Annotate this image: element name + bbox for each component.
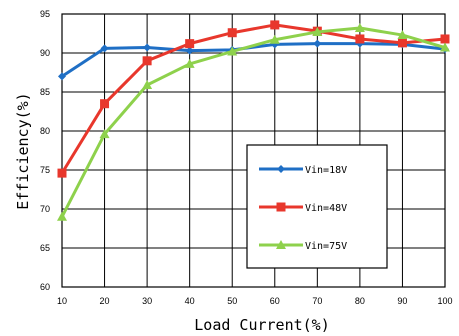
data-point [227,28,237,38]
data-point [313,39,322,48]
x-tick-label: 100 [437,296,452,306]
plot-border [61,13,446,288]
y-tick-label: 75 [40,165,50,175]
x-tick-label: 40 [185,296,195,306]
data-point [143,43,152,52]
data-point [142,56,152,66]
y-tick-label: 65 [40,243,50,253]
x-tick-label: 70 [312,296,322,306]
x-tick-label: 60 [270,296,280,306]
series-line [61,42,446,78]
legend-marker [276,240,286,249]
x-axis-label: Load Current(%) [194,316,329,334]
series-line [60,26,446,218]
data-point [100,99,110,109]
data-point [269,34,280,44]
data-point [58,72,66,81]
legend-entry: Vin=75V [259,240,347,252]
data-point [355,34,365,44]
legend-marker [276,202,286,212]
data-point [100,44,109,53]
legend-marker [277,165,285,173]
y-tick-label: 80 [40,126,50,136]
y-tick-label: 90 [40,48,50,58]
x-tick-label: 80 [355,296,365,306]
x-tick-label: 50 [227,296,237,306]
y-tick-label: 70 [40,204,50,214]
y-tick-label: 95 [40,9,50,19]
data-point [397,30,408,40]
data-point [99,129,110,139]
data-point [185,46,194,55]
data-point [185,39,195,49]
data-point [440,42,450,52]
data-point [312,26,323,36]
y-tick-labels: 60 65 70 75 80 85 90 95 [40,9,50,292]
legend-entry: Vin=48V [259,202,347,214]
series-layer [57,20,450,221]
data-point [270,20,280,30]
y-axis-label: Efficiency(%) [14,92,32,209]
y-tick-label: 85 [40,87,50,97]
x-tick-label: 10 [57,296,67,306]
legend-label: Vin=75V [305,241,347,252]
series-line [60,23,446,174]
data-point [57,168,67,178]
legend: Vin=18V Vin=48V Vin=75V [246,144,388,269]
legend-label: Vin=18V [305,165,347,176]
series-3 [57,23,450,221]
x-tick-labels: 10 20 30 40 50 60 70 80 90 100 [57,296,453,306]
legend-label: Vin=48V [305,203,347,214]
data-point [354,23,365,33]
data-point [440,34,450,44]
data-point [227,46,238,56]
legend-entry: Vin=18V [259,165,347,176]
data-point [57,211,67,221]
data-point [142,79,153,89]
x-tick-label: 90 [397,296,407,306]
data-point [397,38,407,48]
x-tick-label: 20 [100,296,110,306]
y-tick-label: 60 [40,282,50,292]
data-point [184,58,195,68]
x-tick-label: 30 [142,296,152,306]
series-1 [58,39,449,81]
